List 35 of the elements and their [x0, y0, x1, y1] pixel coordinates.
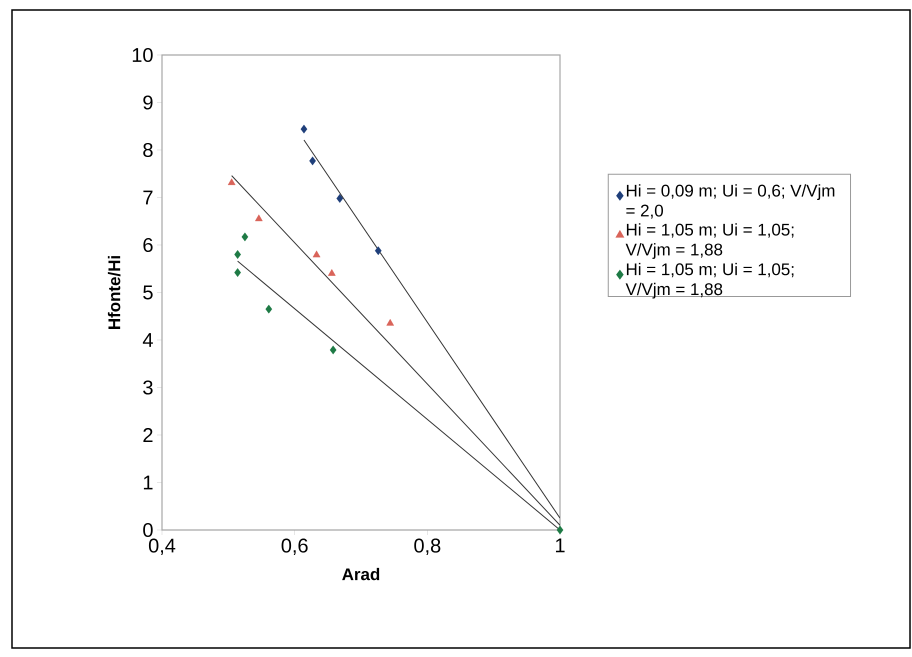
point [330, 346, 336, 354]
x-tick-label: 0,8 [414, 538, 440, 555]
y-axis-title: Hfonte/Hi [108, 256, 120, 329]
point [336, 194, 344, 203]
point [386, 318, 394, 326]
y-tick-label: 4 [142, 333, 153, 347]
x-tick-label: 1 [556, 538, 565, 552]
x-tick-label: 0,4 [148, 538, 176, 555]
y-tick-label: 9 [143, 95, 153, 110]
y-tick-label: 5 [143, 286, 153, 300]
y-tick-label: 0 [143, 522, 153, 538]
legend-label: Hi = 0,09 m; Ui = 0,6; V/Vjm = 2,0 [626, 184, 834, 219]
point [556, 526, 564, 534]
y-tick-label: 7 [143, 190, 152, 204]
point [265, 304, 272, 314]
point [234, 250, 241, 259]
x-tick-label: 0,6 [282, 538, 308, 555]
y-tick-label: 6 [143, 238, 153, 252]
y-tick-label: 3 [143, 380, 153, 395]
legend-label: Hi = 1,05 m; Ui = 1,05; V/Vjm = 1,88 [626, 223, 794, 259]
y-tick-label: 8 [143, 142, 153, 158]
point [374, 246, 382, 256]
legend-label: Hi = 1,05 m; Ui = 1,05; V/Vjm = 1,88 [626, 262, 794, 299]
point [242, 232, 248, 242]
x-axis-title: Arad [342, 568, 380, 580]
point [255, 214, 263, 222]
point [228, 178, 236, 186]
point [328, 269, 336, 276]
point [300, 124, 308, 134]
y-tick-label: 2 [143, 428, 152, 442]
point [312, 250, 320, 258]
y-tick-label: 10 [132, 48, 153, 62]
y-tick-label: 1 [144, 476, 153, 490]
point [309, 156, 316, 166]
point [234, 268, 241, 277]
